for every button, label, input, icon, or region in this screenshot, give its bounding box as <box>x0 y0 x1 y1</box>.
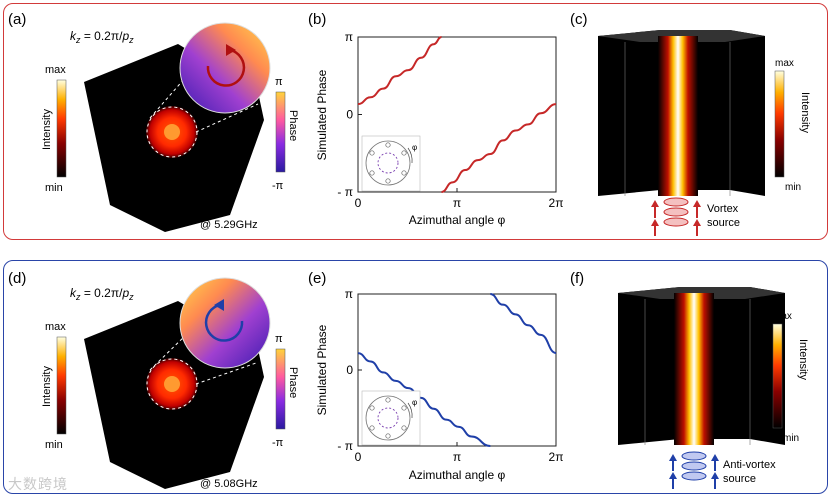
phase-zoom-disk <box>179 277 271 369</box>
field-3d-panel-c: (c) max min Intensity Vortex source <box>570 11 811 236</box>
arrow-head-icon <box>226 44 236 56</box>
phase-axis-label: Phase <box>287 110 299 141</box>
source-arrows <box>669 454 719 489</box>
y-tick-label: 0 <box>346 363 353 377</box>
x-tick-label: 2π <box>549 450 564 464</box>
series-group <box>357 36 557 193</box>
anti-vortex-source-icon <box>681 451 707 481</box>
field-beam <box>674 293 714 445</box>
phase-chart-b: (b) 0 π 2π- π0π Simulated Phase Azimuthal … <box>308 11 563 227</box>
x-tick-label: 0 <box>355 450 362 464</box>
intensity-axis-label: Intensity <box>799 92 811 133</box>
intensity-colorbar <box>56 336 67 435</box>
field-3d-panel-f: (f) max min Intensity Anti-vortex source <box>570 270 809 489</box>
y-tick-label: - π <box>337 439 353 453</box>
y-tick-label: 0 <box>346 108 353 122</box>
colorbar-min: min <box>45 182 63 194</box>
geometry-inset: φ <box>361 135 421 192</box>
kz-label: kz = 0.2π/pz <box>70 286 134 302</box>
panel-label: (b) <box>308 11 326 28</box>
x-tick-label: 0 <box>355 196 362 210</box>
phase-zoom-disk <box>179 22 271 114</box>
inset-phi-label: φ <box>412 398 417 407</box>
zoom-line <box>195 362 257 385</box>
inset-path-ring <box>377 152 399 174</box>
intensity-colorbar <box>772 323 783 429</box>
colorbar-max: max <box>775 58 794 69</box>
vortex-source-icon <box>663 197 689 227</box>
inset-outer-ring <box>365 140 411 186</box>
frequency-label: @ 5.29GHz <box>200 219 258 231</box>
colorbar-min: min <box>785 182 801 193</box>
intensity-axis-label: Intensity <box>41 366 53 407</box>
watermark: 大数跨境 <box>8 476 68 492</box>
x-tick-label: π <box>453 196 461 210</box>
y-axis-label: Simulated Phase <box>315 69 329 160</box>
phase-colorbar <box>275 91 286 173</box>
y-tick-label: π <box>345 287 353 301</box>
vortex-rotation-arrow <box>206 48 246 87</box>
x-tick-label: π <box>453 450 461 464</box>
arrow-head-icon <box>214 299 224 311</box>
phase-chart-e: (e) 0 π 2π- π0π Simulated Phase Azimuthal … <box>308 270 563 482</box>
intensity-core <box>164 124 180 140</box>
panel-label: (c) <box>570 11 588 28</box>
y-tick-label: - π <box>337 185 353 199</box>
phase-colorbar <box>275 348 286 430</box>
source-arrows <box>651 200 701 236</box>
panel-label: (f) <box>570 270 584 287</box>
intensity-map-panel-d: (d) kz = 0.2π/pz max min Intensity π -π … <box>8 270 299 490</box>
panel-label: (a) <box>8 11 26 28</box>
kz-label: kz = 0.2π/pz <box>70 29 134 45</box>
intensity-colorbar <box>774 70 785 178</box>
geometry-inset: φ <box>361 390 421 446</box>
source-label: Vortex <box>707 203 739 215</box>
y-axis-label: Simulated Phase <box>315 324 329 415</box>
phase-series-line <box>357 352 491 447</box>
phase-axis-label: Phase <box>287 367 299 398</box>
intensity-colorbar <box>56 79 67 178</box>
colorbar-min: min <box>783 433 799 444</box>
tick-group: 0 π 2π- π0π <box>337 287 563 464</box>
anti-vortex-row-frame <box>3 260 828 494</box>
zoom-line <box>195 103 259 133</box>
frequency-label: @ 5.08GHz <box>200 478 258 490</box>
source-label: source <box>723 473 756 485</box>
intensity-axis-label: Intensity <box>41 109 53 150</box>
phase-colorbar-max: π <box>275 76 283 88</box>
x-tick-label: 2π <box>549 196 564 210</box>
intensity-map-panel-a: (a) kz = 0.2π/pz max min Intensity π -π … <box>8 11 299 232</box>
intensity-axis-label: Intensity <box>797 339 809 380</box>
source-label: source <box>707 217 740 229</box>
phase-colorbar-min: -π <box>272 437 284 449</box>
colorbar-min: min <box>45 439 63 451</box>
vortex-row-frame <box>3 3 828 240</box>
y-tick-label: π <box>345 30 353 44</box>
panel-label: (d) <box>8 270 26 287</box>
field-beam <box>658 36 698 196</box>
colorbar-max: max <box>45 64 66 76</box>
source-label: Anti-vortex <box>723 459 776 471</box>
colorbar-max: max <box>773 311 792 322</box>
panel-label: (e) <box>308 270 326 287</box>
phase-colorbar-max: π <box>275 333 283 345</box>
phase-series-line <box>441 103 557 193</box>
series-group <box>357 293 557 447</box>
intensity-core <box>164 376 180 392</box>
inset-outer-ring <box>365 395 411 441</box>
colorbar-max: max <box>45 321 66 333</box>
tick-group: 0 π 2π- π0π <box>337 30 563 210</box>
phase-series-line <box>357 36 442 106</box>
x-axis-label: Azimuthal angle φ <box>409 213 506 227</box>
anti-vortex-rotation-arrow <box>204 303 244 342</box>
zoom-line <box>149 69 193 119</box>
phase-series-line <box>490 293 557 355</box>
inset-path-ring <box>377 407 399 429</box>
inset-phi-label: φ <box>412 143 417 152</box>
x-axis-label: Azimuthal angle φ <box>409 468 506 482</box>
phase-colorbar-min: -π <box>272 180 284 192</box>
